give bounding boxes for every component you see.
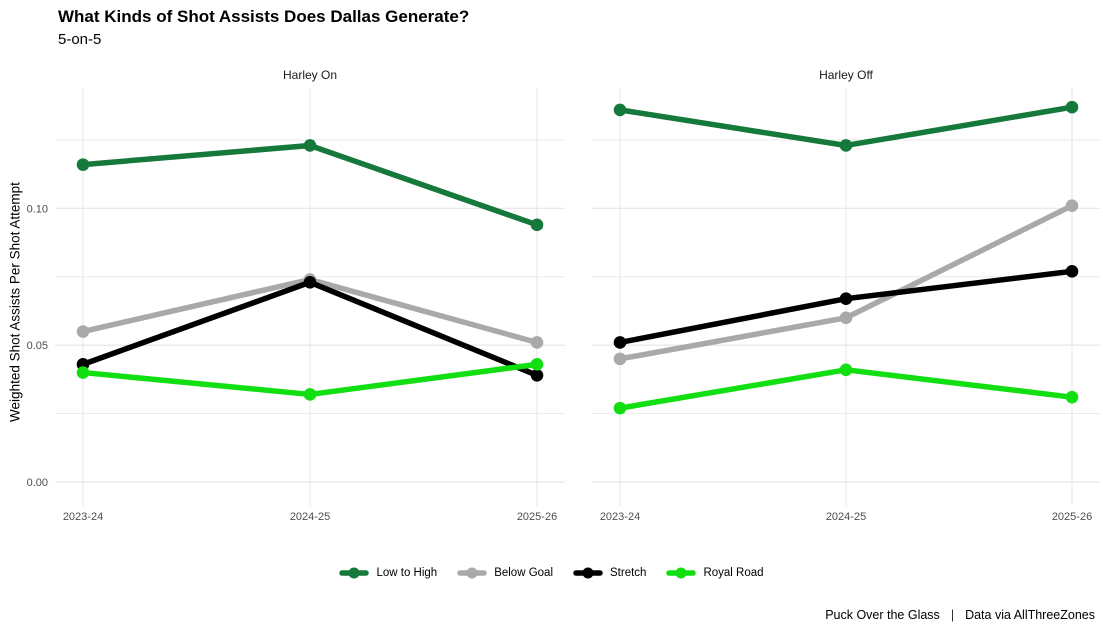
legend-item-below-goal: Below Goal <box>457 566 553 580</box>
legend-key-low-to-high-icon <box>339 567 370 579</box>
legend-item-stretch: Stretch <box>573 566 646 580</box>
legend-label-royal-road: Royal Road <box>703 567 764 579</box>
svg-text:0.05: 0.05 <box>27 340 48 352</box>
legend-label-stretch: Stretch <box>610 567 647 579</box>
footer-separator: | <box>950 608 955 622</box>
svg-text:Harley Off: Harley Off <box>819 68 873 82</box>
legend-label-below-goal: Below Goal <box>494 567 553 579</box>
footer-credit: Puck Over the Glass <box>825 608 940 622</box>
panel-harley-off: Harley Off 2023-24 2024-25 2025-26 <box>592 68 1100 523</box>
panel-harley-on: Harley On 2023-24 2024-25 2025-26 <box>55 68 565 523</box>
svg-text:2025-26: 2025-26 <box>1052 511 1092 523</box>
chart-subtitle: 5-on-5 <box>58 31 102 48</box>
chart-title: What Kinds of Shot Assists Does Dallas G… <box>58 7 470 26</box>
footer: Puck Over the Glass | Data via AllThreeZon… <box>825 608 1095 622</box>
svg-text:0.10: 0.10 <box>27 203 48 215</box>
legend-key-below-goal-icon <box>457 567 487 579</box>
svg-text:2024-25: 2024-25 <box>826 511 866 523</box>
svg-text:Harley On: Harley On <box>283 68 337 82</box>
legend-item-low-to-high: Low to High <box>339 566 437 580</box>
legend-item-royal-road: Royal Road <box>666 566 764 580</box>
legend-label-low-to-high: Low to High <box>376 567 438 579</box>
legend-key-royal-road-icon <box>666 567 697 579</box>
footer-source: Data via AllThreeZones <box>965 608 1095 622</box>
svg-text:2024-25: 2024-25 <box>290 511 330 523</box>
svg-text:0.00: 0.00 <box>27 477 48 489</box>
svg-text:2025-26: 2025-26 <box>517 511 557 523</box>
svg-text:2023-24: 2023-24 <box>63 511 103 523</box>
legend: Low to High Below Goal Stretch Royal Roa… <box>0 566 1103 580</box>
svg-text:2023-24: 2023-24 <box>600 511 640 523</box>
legend-key-stretch-icon <box>573 567 603 579</box>
